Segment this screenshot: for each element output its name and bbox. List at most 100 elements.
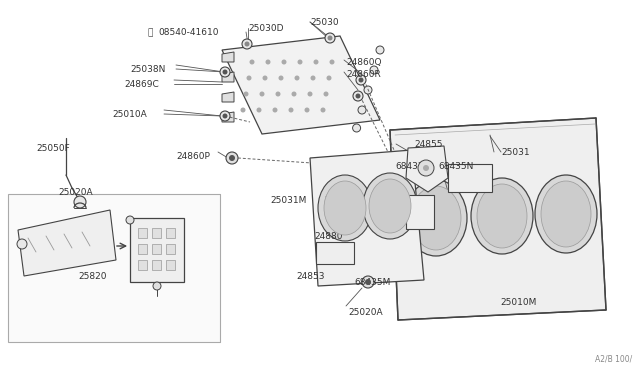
Circle shape [250, 60, 255, 64]
Text: 25820: 25820 [78, 272, 106, 281]
FancyBboxPatch shape [138, 244, 147, 254]
Circle shape [259, 92, 264, 96]
Circle shape [273, 108, 278, 112]
Ellipse shape [353, 124, 360, 132]
Text: 25030: 25030 [310, 18, 339, 27]
Circle shape [294, 76, 300, 80]
Circle shape [353, 91, 363, 101]
Text: 25020A: 25020A [58, 188, 93, 197]
Polygon shape [222, 52, 234, 62]
Ellipse shape [363, 173, 417, 239]
Circle shape [321, 108, 326, 112]
Text: 68437M: 68437M [395, 162, 431, 171]
Text: 24860P: 24860P [176, 152, 210, 161]
Ellipse shape [471, 178, 533, 254]
Circle shape [291, 92, 296, 96]
Circle shape [418, 160, 434, 176]
Text: 24880: 24880 [314, 232, 342, 241]
Circle shape [244, 42, 250, 46]
Text: 24855: 24855 [414, 140, 442, 149]
Polygon shape [222, 72, 234, 82]
Ellipse shape [370, 66, 378, 74]
Ellipse shape [541, 181, 591, 247]
Circle shape [74, 196, 86, 208]
Text: 24860R: 24860R [346, 70, 381, 79]
Text: 25010M: 25010M [500, 298, 536, 307]
Circle shape [355, 93, 360, 99]
Text: 25030D: 25030D [248, 24, 284, 33]
FancyBboxPatch shape [166, 228, 175, 238]
Circle shape [358, 77, 364, 83]
Ellipse shape [318, 175, 372, 241]
Circle shape [262, 76, 268, 80]
Circle shape [246, 76, 252, 80]
Ellipse shape [364, 86, 372, 94]
Circle shape [226, 152, 238, 164]
Circle shape [330, 60, 335, 64]
Polygon shape [310, 150, 424, 286]
FancyBboxPatch shape [152, 244, 161, 254]
Circle shape [298, 60, 303, 64]
Circle shape [275, 92, 280, 96]
Text: 25031: 25031 [501, 148, 530, 157]
Polygon shape [222, 112, 234, 122]
Text: 25010A: 25010A [112, 110, 147, 119]
Circle shape [278, 76, 284, 80]
Text: 25031M: 25031M [270, 196, 307, 205]
FancyBboxPatch shape [152, 260, 161, 270]
Text: 24851: 24851 [324, 196, 353, 205]
Text: 24853: 24853 [296, 272, 324, 281]
Circle shape [362, 276, 374, 288]
FancyBboxPatch shape [448, 164, 492, 192]
Circle shape [356, 75, 366, 85]
Circle shape [242, 39, 252, 49]
Circle shape [423, 165, 429, 171]
Circle shape [305, 108, 310, 112]
Circle shape [325, 33, 335, 43]
Text: 24860Q: 24860Q [346, 58, 381, 67]
Ellipse shape [376, 46, 384, 54]
Circle shape [17, 239, 27, 249]
Text: A2/B 100/: A2/B 100/ [595, 355, 632, 364]
Circle shape [266, 60, 271, 64]
Text: 24869C: 24869C [124, 80, 159, 89]
Circle shape [310, 76, 316, 80]
Circle shape [257, 108, 262, 112]
Circle shape [289, 108, 294, 112]
FancyBboxPatch shape [316, 242, 354, 264]
FancyBboxPatch shape [130, 218, 184, 282]
Text: 08540-41610: 08540-41610 [158, 28, 218, 37]
Circle shape [153, 282, 161, 290]
Circle shape [223, 113, 227, 119]
Text: Ⓢ: Ⓢ [148, 28, 154, 37]
Ellipse shape [358, 106, 366, 114]
FancyBboxPatch shape [138, 260, 147, 270]
Circle shape [365, 279, 371, 285]
Circle shape [326, 76, 332, 80]
Circle shape [220, 67, 230, 77]
Text: 68435M: 68435M [354, 278, 390, 287]
FancyBboxPatch shape [152, 228, 161, 238]
Polygon shape [390, 118, 606, 320]
Ellipse shape [477, 184, 527, 248]
Polygon shape [222, 36, 380, 134]
Ellipse shape [405, 180, 467, 256]
Circle shape [323, 92, 328, 96]
Text: 25020A: 25020A [348, 308, 383, 317]
Circle shape [328, 35, 333, 41]
Circle shape [314, 60, 319, 64]
Text: 25050F: 25050F [36, 144, 70, 153]
Circle shape [243, 92, 248, 96]
FancyBboxPatch shape [406, 195, 434, 229]
Ellipse shape [535, 175, 597, 253]
FancyBboxPatch shape [138, 228, 147, 238]
FancyBboxPatch shape [166, 260, 175, 270]
FancyBboxPatch shape [166, 244, 175, 254]
Ellipse shape [369, 179, 411, 233]
Circle shape [220, 111, 230, 121]
FancyBboxPatch shape [8, 194, 220, 342]
Circle shape [282, 60, 287, 64]
Circle shape [307, 92, 312, 96]
Circle shape [241, 108, 246, 112]
Polygon shape [18, 210, 116, 276]
